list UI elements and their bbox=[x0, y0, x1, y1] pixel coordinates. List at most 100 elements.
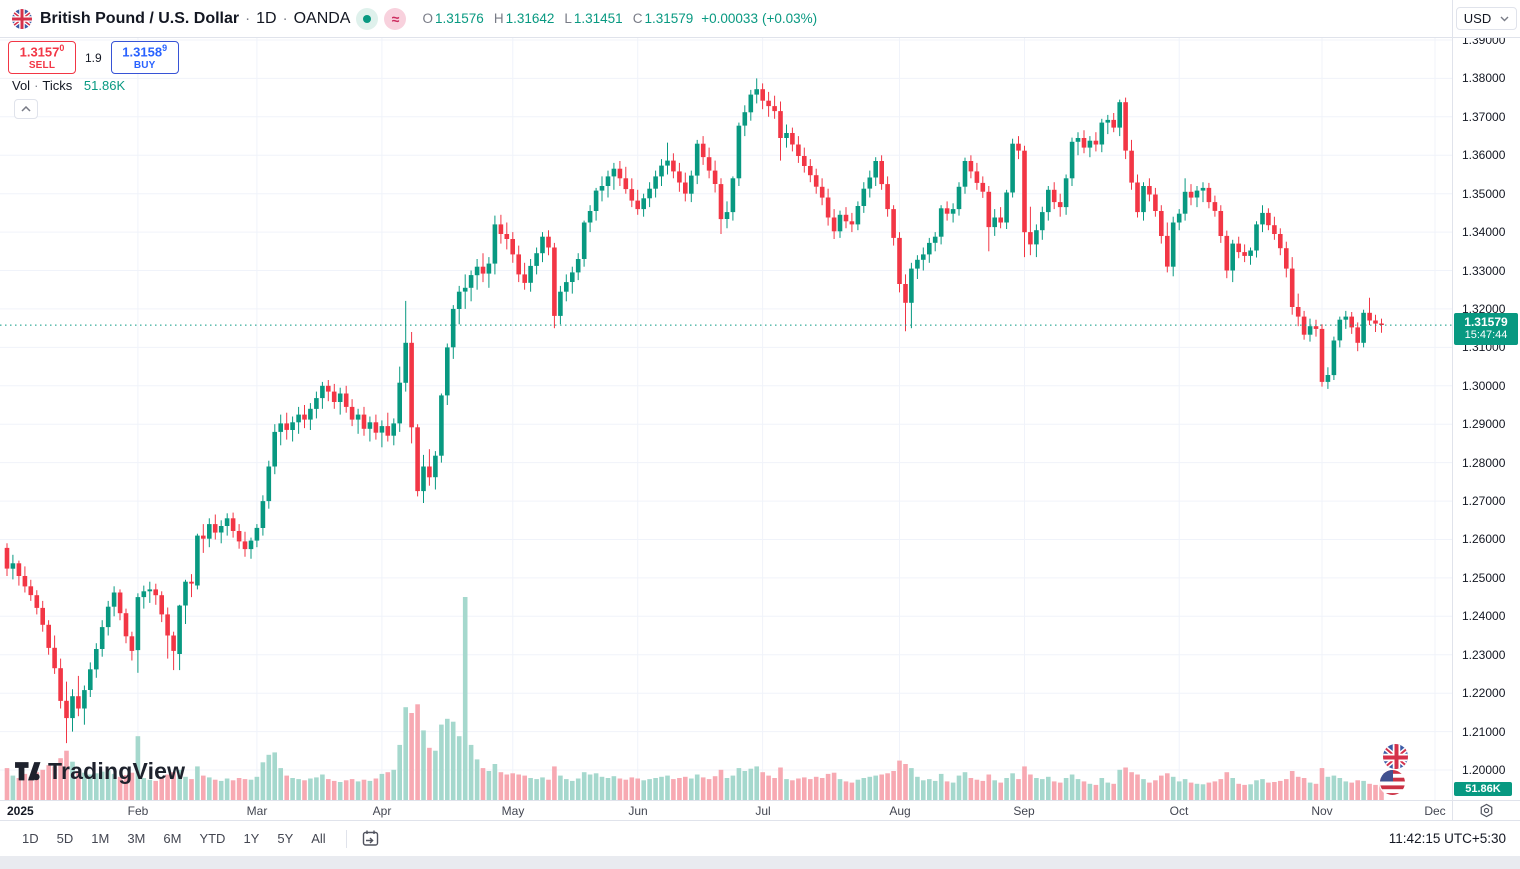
buy-button[interactable]: 1.31589 BUY bbox=[110, 41, 179, 74]
price-axis-label: 1.33000 bbox=[1462, 264, 1506, 278]
close-label: C bbox=[632, 11, 643, 26]
gbp-flag-icon bbox=[12, 8, 32, 29]
range-button-5d[interactable]: 5D bbox=[56, 831, 74, 846]
chevron-up-icon bbox=[21, 106, 31, 112]
price-axis-label: 1.27000 bbox=[1462, 494, 1506, 508]
range-button-1y[interactable]: 1Y bbox=[243, 831, 260, 846]
sell-button[interactable]: 1.31570 SELL bbox=[8, 41, 76, 74]
time-axis-month-label: Sep bbox=[1013, 804, 1035, 818]
gear-icon bbox=[1480, 803, 1493, 818]
time-axis-month-label: Jun bbox=[628, 804, 648, 818]
time-axis-month-label: Oct bbox=[1169, 804, 1189, 818]
volume-source-label: Ticks bbox=[42, 78, 73, 93]
window-bottom-strip bbox=[0, 856, 1520, 869]
candlestick-plot[interactable] bbox=[0, 38, 1452, 800]
open-label: O bbox=[422, 11, 433, 26]
price-axis-label: 1.36000 bbox=[1462, 148, 1506, 162]
volume-label: Vol bbox=[12, 78, 31, 93]
high-label: H bbox=[493, 11, 504, 26]
candles bbox=[4, 78, 1384, 744]
low-label: L bbox=[564, 11, 572, 26]
price-axis-label: 1.29000 bbox=[1462, 417, 1506, 431]
price-axis-label: 1.22000 bbox=[1462, 686, 1506, 700]
volume-separator: · bbox=[34, 78, 39, 93]
range-button-5y[interactable]: 5Y bbox=[277, 831, 294, 846]
price-axis-label: 1.20000 bbox=[1462, 763, 1506, 777]
exchange-label[interactable]: OANDA bbox=[293, 9, 351, 27]
trade-panel: 1.31570 SELL 1.9 1.31589 BUY bbox=[8, 41, 179, 74]
tradingview-watermark-text: TradingView bbox=[48, 758, 186, 784]
market-open-status-icon[interactable] bbox=[356, 7, 379, 30]
sell-price-sup: 0 bbox=[59, 43, 65, 54]
symbol-header-bar: British Pound / U.S. Dollar · 1D · OANDA… bbox=[0, 0, 1452, 38]
price-axis-label: 1.25000 bbox=[1462, 571, 1506, 585]
time-axis-month-label: Nov bbox=[1311, 804, 1333, 818]
last-price-value: 1.31579 bbox=[1464, 315, 1508, 329]
currency-dropdown[interactable]: USD bbox=[1455, 7, 1518, 30]
time-axis-month-label: Apr bbox=[372, 804, 392, 818]
pair-logo-badge bbox=[1379, 743, 1411, 799]
calendar-go-to-icon bbox=[363, 830, 379, 846]
interval-button[interactable]: 1D bbox=[256, 9, 277, 27]
buy-price-sup: 9 bbox=[162, 43, 168, 54]
price-axis-label: 1.21000 bbox=[1462, 725, 1506, 739]
buy-price: 1.3158 bbox=[122, 44, 163, 60]
price-axis-label: 1.34000 bbox=[1462, 225, 1506, 239]
session-clock[interactable]: 11:42:15 UTC+5:30 bbox=[1388, 831, 1506, 846]
price-axis[interactable]: 1.31579 15:47:44 51.86K 1.39000 1.38000 1.… bbox=[1452, 33, 1520, 800]
volume-bars bbox=[4, 597, 1384, 800]
go-to-date-button[interactable] bbox=[357, 827, 385, 851]
close-value: 1.31579 bbox=[644, 11, 694, 26]
price-axis-label: 1.24000 bbox=[1462, 609, 1506, 623]
price-axis-label: 1.26000 bbox=[1462, 532, 1506, 546]
time-axis-month-label: Feb bbox=[127, 804, 149, 818]
range-button-1m[interactable]: 1M bbox=[91, 831, 110, 846]
low-value: 1.31451 bbox=[573, 11, 623, 26]
price-axis-label: 1.32000 bbox=[1462, 302, 1506, 316]
bar-countdown-timer: 15:47:44 bbox=[1464, 329, 1508, 341]
spread-value: 1.9 bbox=[85, 50, 102, 65]
open-value: 1.31576 bbox=[435, 11, 484, 26]
date-range-switcher: 1D 5D 1M 3M 6M YTD 1Y 5Y All bbox=[14, 827, 336, 850]
price-axis-label: 1.37000 bbox=[1462, 110, 1506, 124]
range-button-6m[interactable]: 6M bbox=[163, 831, 182, 846]
sell-price: 1.3157 bbox=[19, 44, 60, 60]
price-axis-label: 1.38000 bbox=[1462, 71, 1506, 85]
time-axis-month-label: Dec bbox=[1424, 804, 1446, 818]
tradingview-logo-icon bbox=[15, 762, 41, 781]
usd-flag-icon bbox=[1379, 769, 1406, 796]
toolbar-divider bbox=[345, 829, 347, 848]
range-button-3m[interactable]: 3M bbox=[127, 831, 146, 846]
axis-settings-corner[interactable] bbox=[1452, 800, 1520, 820]
high-value: 1.31642 bbox=[505, 11, 555, 26]
price-axis-label: 1.28000 bbox=[1462, 456, 1506, 470]
price-axis-label: 1.23000 bbox=[1462, 648, 1506, 662]
range-button-ytd[interactable]: YTD bbox=[199, 831, 226, 846]
title-separator: · bbox=[245, 10, 251, 27]
volume-indicator-legend[interactable]: Vol · Ticks 51.86K bbox=[12, 78, 125, 93]
price-axis-label: 1.30000 bbox=[1462, 379, 1506, 393]
time-axis-month-label: Aug bbox=[889, 804, 911, 818]
range-button-all[interactable]: All bbox=[311, 831, 326, 846]
change-value: +0.00033 bbox=[701, 11, 758, 26]
chart-pane[interactable]: 1.31570 SELL 1.9 1.31589 BUY Vol · Ticks 5… bbox=[0, 38, 1452, 800]
delayed-data-icon[interactable]: ≈ bbox=[384, 7, 407, 30]
change-percent: (+0.03%) bbox=[761, 11, 818, 26]
last-price-badge: 1.31579 15:47:44 bbox=[1454, 313, 1518, 345]
volume-value: 51.86K bbox=[83, 78, 126, 93]
symbol-title[interactable]: British Pound / U.S. Dollar bbox=[40, 9, 240, 27]
range-button-1d[interactable]: 1D bbox=[22, 831, 39, 846]
buy-label: BUY bbox=[133, 59, 156, 71]
time-axis[interactable]: 2025 Feb Mar Apr May Jun Jul Aug Sep Oct Nov Dec bbox=[0, 800, 1452, 820]
title-separator: · bbox=[282, 10, 288, 27]
gbp-flag-icon bbox=[1382, 743, 1409, 770]
tradingview-watermark: TradingView bbox=[14, 758, 185, 785]
time-axis-month-label: Mar bbox=[246, 804, 268, 818]
price-axis-header: USD bbox=[1452, 0, 1520, 38]
price-axis-label: 1.35000 bbox=[1462, 187, 1506, 201]
bottom-toolbar: 1D 5D 1M 3M 6M YTD 1Y 5Y All 11:42:15 UTC+5:30 bbox=[0, 820, 1520, 856]
green-dot-icon bbox=[363, 14, 372, 23]
collapse-panel-button[interactable] bbox=[14, 99, 38, 119]
ohlc-readout: O 1.31576 H 1.31642 L 1.31451 C 1.31579 … bbox=[422, 11, 817, 26]
